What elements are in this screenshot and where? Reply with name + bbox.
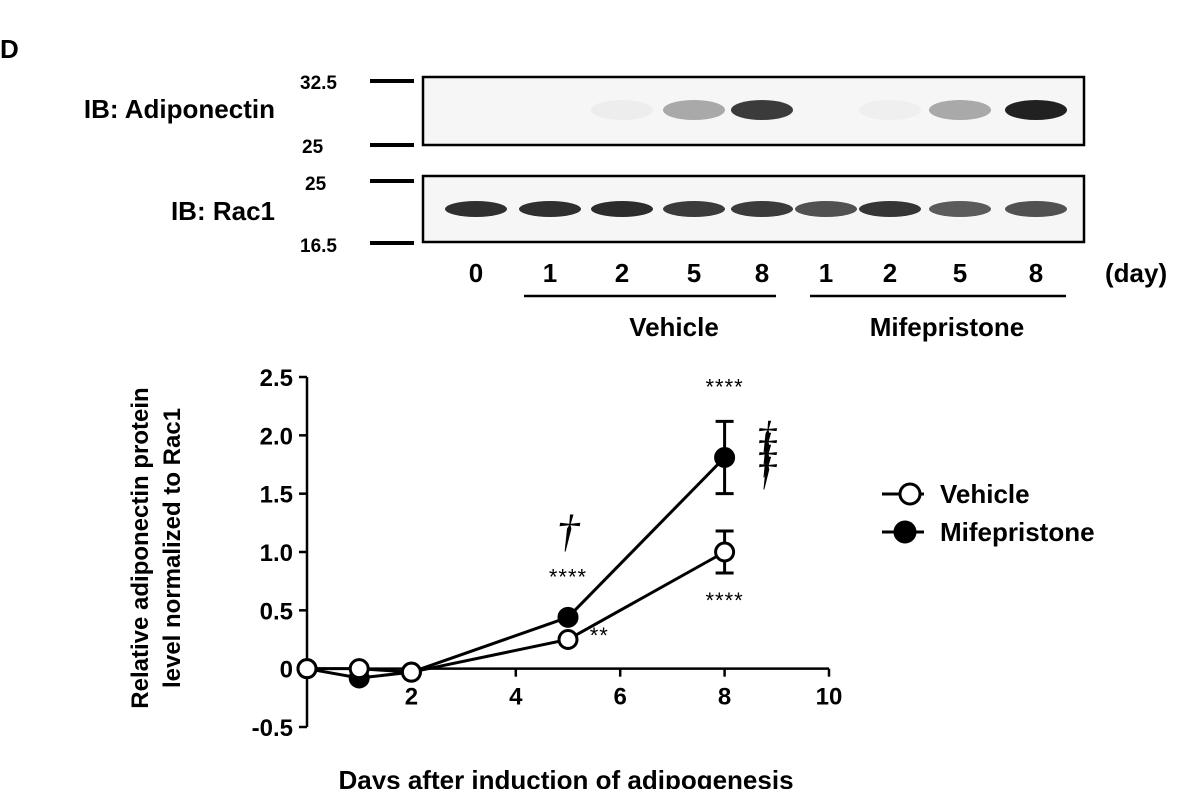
band-adiponectin-lane-5 xyxy=(731,100,793,120)
annotations: ****†**********†††† xyxy=(549,375,777,649)
significance-dagger: † xyxy=(756,449,777,494)
blot-row-label-rac1: IB: Rac1 xyxy=(171,196,275,226)
point-mifepristone xyxy=(714,447,736,468)
x-tick-label: 4 xyxy=(509,684,523,711)
band-adiponectin-lane-4 xyxy=(663,100,725,120)
series-layer xyxy=(296,419,736,689)
marker-label-rac1-top: 25 xyxy=(305,174,327,195)
x-ticks: 2 4 6 8 10 xyxy=(405,668,843,711)
y-tick-label: 0.5 xyxy=(260,598,293,625)
legend: Vehicle Mifepristone xyxy=(882,479,1095,547)
lane-label-9: 8 xyxy=(1029,258,1043,288)
y-tick-label: 0 xyxy=(280,657,293,684)
band-rac1-lane-2 xyxy=(519,201,581,217)
band-rac1-lane-5 xyxy=(731,201,793,217)
point-vehicle xyxy=(400,661,422,683)
band-adiponectin-lane-7 xyxy=(859,100,921,120)
x-tick-label: 10 xyxy=(816,684,843,711)
y-ticks: -0.5 0 0.5 1.0 1.5 2.0 2.5 xyxy=(252,365,307,742)
band-rac1-lane-6 xyxy=(795,201,857,217)
legend-label-mifepristone: Mifepristone xyxy=(940,517,1095,547)
line-chart: Relative adiponectin protein level norma… xyxy=(127,365,1095,789)
significance-asterisks: **** xyxy=(705,375,743,400)
band-rac1-lane-9 xyxy=(1005,201,1067,217)
marker-label-rac1-bottom: 16.5 xyxy=(300,236,337,257)
band-rac1-lane-7 xyxy=(859,201,921,217)
point-vehicle xyxy=(714,541,736,563)
y-axis-label-line-2: level normalized to Rac1 xyxy=(159,408,186,688)
series-line-mifepristone xyxy=(306,456,726,680)
panel-label: D xyxy=(0,34,19,64)
band-adiponectin-lane-3 xyxy=(591,100,653,120)
significance-dagger: † xyxy=(756,425,777,470)
unit-label: (day) xyxy=(1105,258,1167,288)
significance-dagger: † xyxy=(557,505,581,556)
band-rac1-lane-8 xyxy=(929,201,991,217)
x-axis-label: Days after induction of adipogenesis xyxy=(338,765,793,789)
band-rac1-lane-4 xyxy=(663,201,725,217)
lane-label-5: 8 xyxy=(755,258,769,288)
significance-asterisks: ** xyxy=(590,623,609,648)
band-adiponectin-lane-8 xyxy=(929,100,991,120)
marker-label-adiponectin-bottom: 25 xyxy=(302,137,324,158)
band-rac1-lane-1 xyxy=(445,201,507,217)
significance-asterisks: **** xyxy=(549,565,587,590)
point-vehicle xyxy=(348,658,370,680)
lane-label-6: 1 xyxy=(819,258,833,288)
series-line-vehicle xyxy=(307,550,726,674)
lane-label-1: 0 xyxy=(469,258,483,288)
lane-label-4: 5 xyxy=(687,258,701,288)
marker-label-adiponectin-top: 32.5 xyxy=(300,73,337,94)
point-mifepristone xyxy=(557,606,579,628)
bands-rac1 xyxy=(445,201,1067,217)
blot-row-label-adiponectin: IB: Adiponectin xyxy=(84,94,275,124)
y-tick-label: 1.5 xyxy=(260,482,293,509)
group-label-mifepristone: Mifepristone xyxy=(870,312,1025,342)
band-rac1-lane-3 xyxy=(591,201,653,217)
lane-label-8: 5 xyxy=(953,258,967,288)
band-adiponectin-lane-9 xyxy=(1005,100,1067,120)
y-tick-label: 1.0 xyxy=(260,540,293,567)
significance-asterisks: **** xyxy=(705,588,743,613)
legend-marker-mifepristone xyxy=(893,520,917,544)
y-axis-label-line-1: Relative adiponectin protein xyxy=(127,387,154,708)
bands-adiponectin xyxy=(591,100,1067,120)
x-tick-label: 2 xyxy=(405,684,418,711)
western-blot: IB: Adiponectin 32.5 25 IB: Rac1 25 16.5… xyxy=(84,73,1167,342)
lane-label-2: 1 xyxy=(543,258,557,288)
x-tick-label: 8 xyxy=(718,684,731,711)
group-label-vehicle: Vehicle xyxy=(629,312,719,342)
legend-label-vehicle: Vehicle xyxy=(940,479,1030,509)
y-tick-label: 2.0 xyxy=(260,423,293,450)
significance-dagger: † xyxy=(756,413,777,458)
point-vehicle xyxy=(557,629,579,650)
y-tick-label: -0.5 xyxy=(252,715,293,742)
lane-labels: 0 1 2 5 8 1 2 5 8 xyxy=(469,258,1043,288)
y-tick-label: 2.5 xyxy=(260,365,293,392)
significance-dagger: † xyxy=(756,437,777,482)
point-vehicle xyxy=(296,658,318,680)
legend-marker-vehicle xyxy=(898,482,922,506)
x-tick-label: 6 xyxy=(614,684,627,711)
lane-label-3: 2 xyxy=(615,258,629,288)
lane-label-7: 2 xyxy=(883,258,897,288)
